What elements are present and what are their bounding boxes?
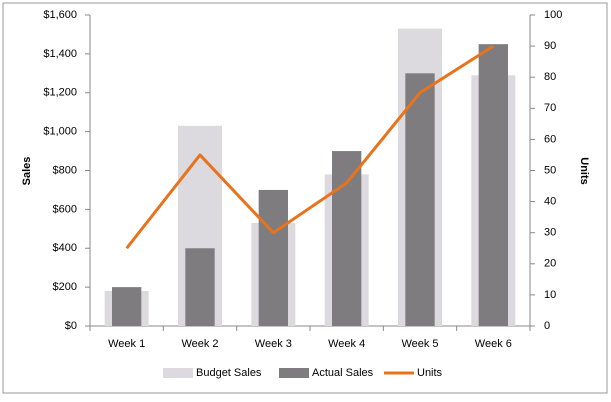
- y2-tick-label: 80: [544, 71, 556, 83]
- y-tick-label: $1,200: [43, 87, 77, 99]
- legend-swatch: [163, 368, 193, 378]
- y-tick-label: $800: [53, 164, 77, 176]
- y2-tick-label: 100: [544, 9, 562, 21]
- y2-tick-label: 50: [544, 164, 556, 176]
- bar: [185, 248, 215, 326]
- x-tick-label: Week 6: [475, 338, 512, 350]
- bar: [332, 151, 362, 326]
- y2-tick-label: 90: [544, 40, 556, 52]
- x-tick-label: Week 5: [401, 338, 438, 350]
- bar: [478, 44, 508, 326]
- x-tick-label: Week 3: [255, 338, 292, 350]
- y2-tick-label: 0: [544, 320, 550, 332]
- bar: [405, 73, 435, 326]
- chart-border: [2, 2, 608, 394]
- y-tick-label: $600: [53, 203, 77, 215]
- bar: [112, 287, 142, 326]
- line: [125, 44, 495, 250]
- y-tick-label: $200: [53, 281, 77, 293]
- x-tick-label: Week 2: [181, 338, 218, 350]
- y2-tick-label: 20: [544, 258, 556, 270]
- y-tick-label: $1,000: [43, 126, 77, 138]
- y2-tick-label: 10: [544, 289, 556, 301]
- x-tick-label: Week 1: [108, 338, 145, 350]
- y2-tick-label: 60: [544, 133, 556, 145]
- legend-label: Actual Sales: [312, 367, 374, 379]
- y-tick-label: $0: [65, 320, 77, 332]
- y2-tick-label: 40: [544, 196, 556, 208]
- legend-label: Units: [417, 367, 443, 379]
- y2-tick-label: 30: [544, 227, 556, 239]
- y-axis-title: Sales: [21, 157, 33, 186]
- y-tick-label: $1,600: [43, 9, 77, 21]
- bar: [258, 189, 288, 326]
- y2-axis-title: Units: [578, 157, 590, 185]
- y-tick-label: $1,400: [43, 48, 77, 60]
- x-tick-label: Week 4: [328, 338, 365, 350]
- y-tick-label: $400: [53, 242, 77, 254]
- y2-tick-label: 70: [544, 102, 556, 114]
- legend-label: Budget Sales: [196, 367, 262, 379]
- legend-swatch: [279, 368, 309, 378]
